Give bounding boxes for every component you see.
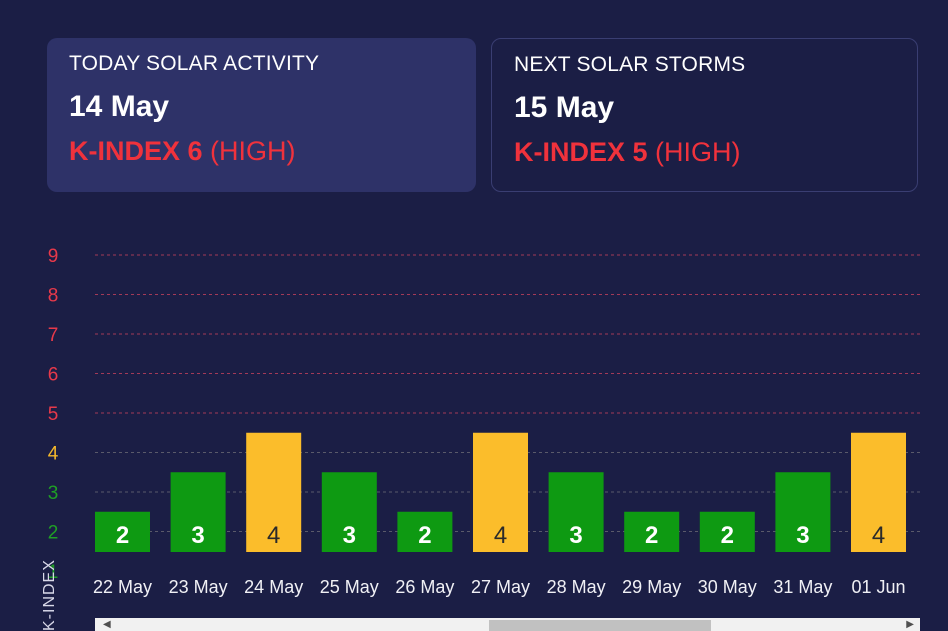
- x-tick-label: 28 May: [547, 577, 606, 597]
- y-tick-label: 8: [48, 286, 59, 307]
- scroll-right-icon[interactable]: ▶: [906, 619, 914, 630]
- next-kindex-level: (HIGH): [655, 137, 741, 167]
- today-kindex-value: K-INDEX 6: [69, 136, 203, 166]
- x-tick-label: 31 May: [773, 577, 832, 597]
- next-storms-card: NEXT SOLAR STORMS 15 May K-INDEX 5 (HIGH…: [491, 38, 918, 192]
- bar-value-label: 2: [721, 522, 734, 549]
- bar-value-label: 3: [569, 522, 582, 549]
- y-tick-label: 5: [48, 404, 59, 425]
- bar: [624, 511, 680, 552]
- bar-value-label: 3: [796, 522, 809, 549]
- next-date: 15 May: [514, 91, 615, 124]
- today-activity-card: TODAY SOLAR ACTIVITY 14 May K-INDEX 6 (H…: [47, 38, 476, 192]
- bar: [170, 472, 226, 552]
- x-tick-label: 22 May: [93, 577, 152, 597]
- y-tick-label: 4: [48, 444, 59, 465]
- x-tick-label: 29 May: [622, 577, 681, 597]
- y-tick-label: 1: [48, 562, 59, 583]
- next-card-title: NEXT SOLAR STORMS: [514, 53, 746, 76]
- today-card-title: TODAY SOLAR ACTIVITY: [69, 52, 320, 75]
- today-kindex-level: (HIGH): [210, 136, 296, 166]
- bar: [548, 472, 604, 552]
- bar-value-label: 3: [191, 522, 204, 549]
- bar-value-label: 2: [418, 522, 431, 549]
- x-tick-label: 01 Jun: [851, 577, 905, 597]
- bar: [699, 511, 755, 552]
- chart-horizontal-scrollbar[interactable]: ◀ ▶: [95, 618, 920, 631]
- today-kindex: K-INDEX 6 (HIGH): [69, 136, 454, 167]
- y-tick-label: 9: [48, 246, 59, 267]
- bar-value-label: 4: [494, 522, 507, 549]
- today-date: 14 May: [69, 90, 170, 123]
- bar: [851, 432, 906, 552]
- bar-value-label: 2: [116, 522, 129, 549]
- bar: [397, 511, 453, 552]
- bar-value-label: 3: [343, 522, 356, 549]
- next-kindex: K-INDEX 5 (HIGH): [514, 137, 895, 168]
- scroll-left-icon[interactable]: ◀: [103, 619, 111, 630]
- bar-value-label: 4: [872, 522, 885, 549]
- bar: [775, 472, 831, 552]
- x-tick-label: 27 May: [471, 577, 530, 597]
- bar-value-label: 4: [267, 522, 280, 549]
- y-tick-label: 6: [48, 365, 59, 386]
- y-tick-label: 7: [48, 325, 59, 346]
- x-tick-label: 24 May: [244, 577, 303, 597]
- bar: [473, 432, 528, 552]
- scroll-thumb[interactable]: [489, 620, 711, 631]
- x-tick-label: 26 May: [395, 577, 454, 597]
- x-tick-label: 30 May: [698, 577, 757, 597]
- bar: [321, 472, 377, 552]
- x-tick-label: 25 May: [320, 577, 379, 597]
- next-kindex-value: K-INDEX 5: [514, 137, 648, 167]
- bar-value-label: 2: [645, 522, 658, 549]
- y-tick-label: 3: [48, 483, 59, 504]
- y-tick-label: 2: [48, 523, 59, 544]
- kindex-bar-chart: 1 2 3 4 5 6 7 8 9 2 22 May 3 23 May 4 24 May 3 25 May 2 26…: [48, 246, 920, 597]
- x-tick-label: 23 May: [169, 577, 228, 597]
- bar: [246, 432, 302, 552]
- bar: [95, 511, 150, 552]
- y-axis-label: K-INDEX: [41, 559, 58, 631]
